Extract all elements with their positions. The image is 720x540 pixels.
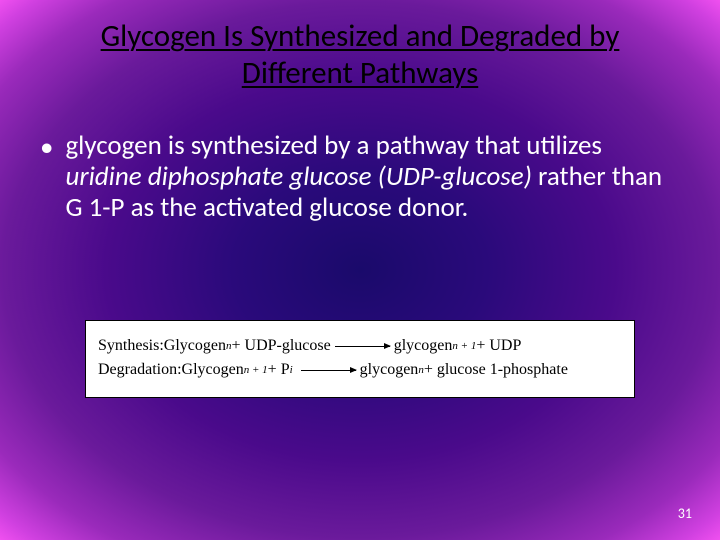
degradation-reaction: Degradation: Glycogenn + 1 + Pi glycogen… <box>98 361 622 379</box>
degr-spacer <box>293 361 297 379</box>
synth-rhs-b: + UDP <box>476 337 521 355</box>
synth-lhs-b: + UDP-glucose <box>232 337 331 355</box>
degr-rhs-a: glycogen <box>360 361 419 379</box>
synthesis-reaction: Synthesis: Glycogenn + UDP-glucose glyco… <box>98 337 622 355</box>
synth-lhs-a: Glycogen <box>164 337 226 355</box>
bullet-italic: uridine diphosphate glucose (UDP-glucose… <box>65 160 531 193</box>
bullet-dot-icon: • <box>40 132 53 163</box>
page-number: 31 <box>678 505 692 522</box>
synth-rhs-a-sub: n + 1 <box>452 340 476 352</box>
synth-rhs-a: glycogen <box>394 337 453 355</box>
degr-lhs-b: + P <box>268 361 290 379</box>
body-text: • glycogen is synthesized by a pathway t… <box>40 130 670 223</box>
bullet-pre: glycogen is synthesized by a pathway tha… <box>65 129 602 162</box>
synth-label: Synthesis: <box>98 337 164 355</box>
reaction-box: Synthesis: Glycogenn + UDP-glucose glyco… <box>85 320 635 398</box>
slide: Glycogen Is Synthesized and Degraded by … <box>0 0 720 540</box>
degr-lhs-a: Glycogen <box>182 361 244 379</box>
arrow-icon <box>335 346 390 347</box>
bullet-content: glycogen is synthesized by a pathway tha… <box>65 130 670 223</box>
bullet-item: • glycogen is synthesized by a pathway t… <box>40 130 670 223</box>
degr-label: Degradation: <box>98 361 182 379</box>
degr-rhs-b: + glucose 1-phosphate <box>424 361 568 379</box>
degr-lhs-a-sub: n + 1 <box>244 364 268 376</box>
slide-title: Glycogen Is Synthesized and Degraded by … <box>60 18 660 92</box>
arrow-icon <box>301 370 356 371</box>
